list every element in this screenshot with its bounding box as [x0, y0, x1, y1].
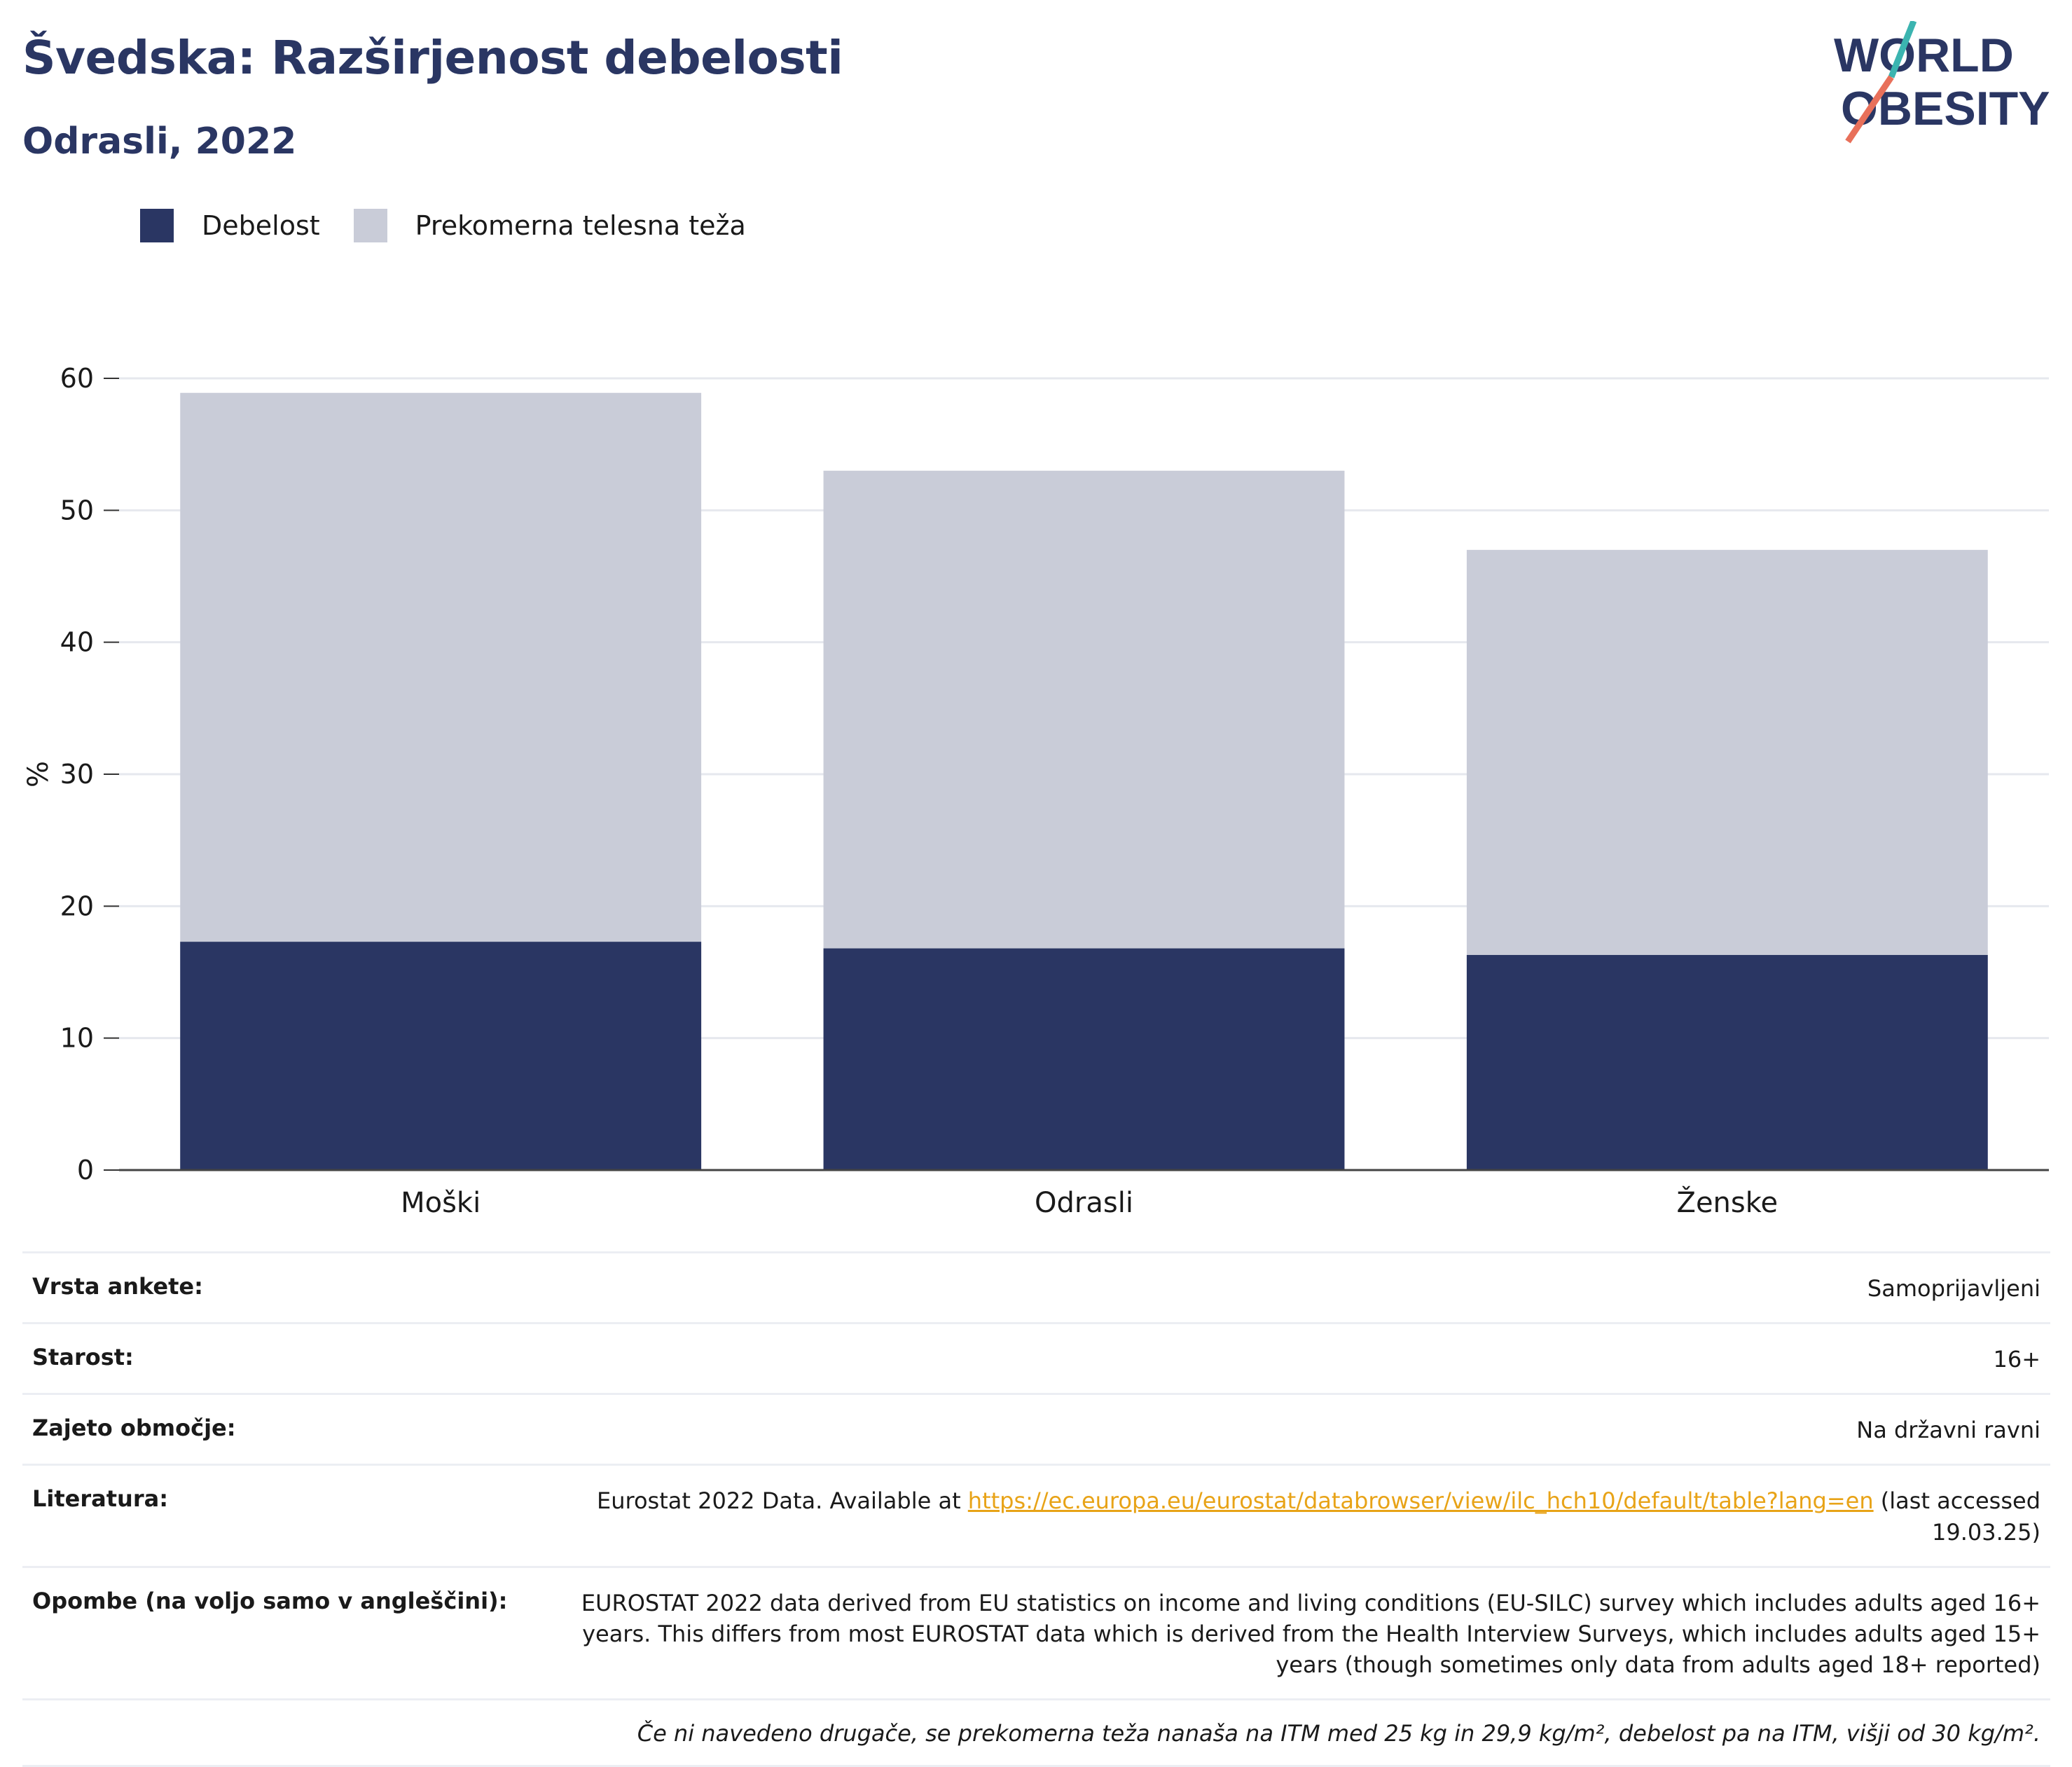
legend-swatch-obesity — [140, 209, 174, 242]
bar-obesity — [1466, 955, 1988, 1170]
bar-chart: 0 10 20 30 40 50 60% Moški Odrasli Ženske — [22, 363, 2049, 1219]
logo-line1: WORLD — [1834, 29, 2014, 82]
reference-value: Eurostat 2022 Data. Available at https:/… — [513, 1485, 2040, 1547]
info-row-age: Starost: 16+ — [22, 1322, 2050, 1393]
logo-slash-teal — [1888, 21, 1917, 78]
y-tick-label: 0 — [77, 1155, 94, 1185]
notes-label: Opombe (na voljo samo v angleščini): — [32, 1587, 508, 1614]
chart-subtitle: Odrasli, 2022 — [22, 121, 297, 163]
info-row-footnote: Če ni navedeno drugače, se prekomerna te… — [22, 1698, 2050, 1767]
legend-label-overweight: Prekomerna telesna teža — [415, 210, 746, 241]
age-label: Starost: — [32, 1344, 134, 1371]
reference-link[interactable]: https://ec.europa.eu/eurostat/databrowse… — [967, 1487, 1874, 1515]
legend-label-obesity: Debelost — [202, 210, 320, 241]
notes-value: EUROSTAT 2022 data derived from EU stati… — [581, 1589, 2040, 1679]
info-row-reference: Literatura: Eurostat 2022 Data. Availabl… — [22, 1464, 2050, 1565]
info-table: Vrsta ankete: Samoprijavljeni Starost: 1… — [22, 1251, 2050, 1767]
world-obesity-logo: WORLD OBESITY — [1834, 21, 2050, 144]
x-tick-label: Odrasli — [1035, 1187, 1133, 1219]
logo-line2: OBESITY — [1841, 82, 2050, 135]
bar-obesity — [180, 942, 702, 1170]
info-row-coverage: Zajeto območje: Na državni ravni — [22, 1393, 2050, 1464]
coverage-value: Na državni ravni — [1856, 1417, 2040, 1444]
logo-slash-coral — [1845, 75, 1894, 144]
y-tick-label: 10 — [60, 1023, 94, 1054]
legend: Debelost Prekomerna telesna teža — [140, 209, 780, 242]
legend-item-overweight[interactable]: Prekomerna telesna teža — [353, 209, 746, 242]
bar-obesity — [823, 948, 1345, 1170]
reference-label: Literatura: — [32, 1485, 168, 1513]
info-row-survey: Vrsta ankete: Samoprijavljeni — [22, 1251, 2050, 1322]
y-tick-label: 30 — [60, 759, 94, 790]
y-tick-label: 50 — [60, 495, 94, 525]
reference-text-before: Eurostat 2022 Data. Available at — [597, 1487, 968, 1515]
survey-type-value: Samoprijavljeni — [1867, 1275, 2040, 1302]
y-tick-label: 20 — [60, 891, 94, 921]
footnote: Če ni navedeno drugače, se prekomerna te… — [637, 1720, 2040, 1747]
reference-text-after: (last accessed 19.03.25) — [1873, 1487, 2040, 1546]
legend-swatch-overweight — [353, 209, 387, 242]
age-value: 16+ — [1993, 1346, 2040, 1373]
survey-type-label: Vrsta ankete: — [32, 1273, 203, 1300]
coverage-label: Zajeto območje: — [32, 1415, 236, 1442]
legend-item-obesity[interactable]: Debelost — [140, 209, 320, 242]
y-tick-label: 40 — [60, 627, 94, 658]
y-tick-label: 60 — [60, 363, 94, 394]
x-tick-label: Moški — [401, 1187, 481, 1219]
info-row-notes: Opombe (na voljo samo v angleščini): EUR… — [22, 1565, 2050, 1698]
y-axis-label: % — [22, 761, 55, 788]
chart-title: Švedska: Razširjenost debelosti — [22, 31, 843, 85]
x-tick-label: Ženske — [1677, 1185, 1779, 1219]
